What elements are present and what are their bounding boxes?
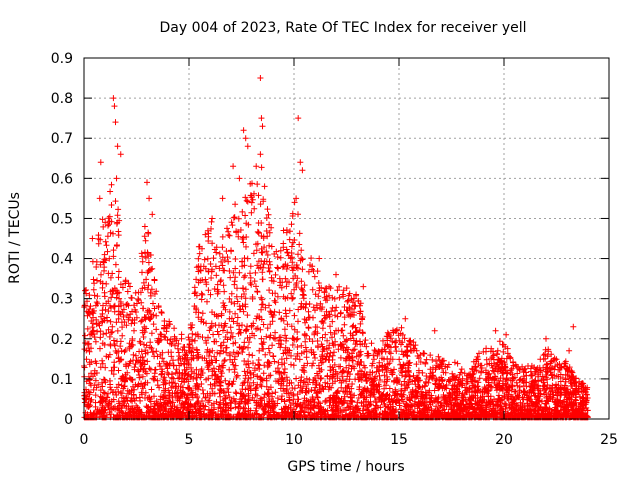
roti-points [81,164,591,421]
y-tick-label: 0.1 [51,372,73,388]
x-tick-label: 0 [80,432,89,448]
data-points [81,75,591,421]
roti-point [141,223,148,230]
roti-point [113,175,120,182]
y-tick-label: 0.8 [51,91,73,107]
y-tick-label: 0.2 [51,332,73,348]
x-tick-label: 5 [185,432,194,448]
roti-point [149,211,156,218]
chart-title: Day 004 of 2023, Rate Of TEC Index for r… [159,20,526,36]
roti-point [257,75,264,82]
roti-point [230,163,237,170]
roti-point [543,335,549,342]
roti-point [299,167,306,174]
roti-point [333,271,339,278]
roti-point [360,283,367,290]
axis-ticks [83,57,610,420]
roti-point [503,331,510,338]
y-tick-label: 0 [64,412,73,428]
roti-point [492,327,499,334]
roti-point [431,327,438,334]
roti-point [297,159,304,166]
roti-point [259,123,266,130]
roti-point [96,195,103,202]
plot-frame [83,57,610,420]
roti-point [219,195,226,202]
roti-point [82,287,89,294]
roti-point [89,235,96,242]
y-tick-label: 0.6 [51,171,73,187]
y-tick-label: 0.9 [51,51,73,67]
roti-point [293,195,300,202]
roti-point [209,215,216,222]
roti-point [114,143,121,150]
roti-point [236,175,243,182]
roti-point [253,163,260,170]
roti-point [146,195,153,202]
roti-point [402,315,409,322]
y-tick-label: 0.4 [51,252,73,268]
roti-point [316,255,323,262]
y-tick-label: 0.7 [51,131,73,147]
roti-point [244,143,251,150]
x-tick-label: 15 [390,432,408,448]
y-tick-label: 0.5 [51,211,73,227]
x-axis-label: GPS time / hours [287,459,404,475]
roti-point [280,227,287,234]
roti-point [112,119,119,126]
roti-point [111,103,118,110]
y-tick-label: 0.3 [51,292,73,308]
roti-point [258,115,265,122]
roti-point [566,347,573,354]
roti-point [242,135,249,142]
y-tick-labels: 0 0.1 0.2 0.3 0.4 0.5 0.6 0.7 0.8 0.9 [51,51,73,428]
roti-point [257,151,264,158]
x-tick-label: 20 [495,432,513,448]
roti-point [110,95,117,102]
roti-point [261,183,268,190]
x-tick-label: 10 [285,432,303,448]
roti-point [295,115,302,122]
roti-point [97,159,104,166]
y-axis-label: ROTI / TECUs [7,192,23,284]
roti-point [240,127,247,134]
x-tick-labels: 0 5 10 15 20 25 [80,432,618,448]
x-tick-label: 25 [600,432,618,448]
roti-point [144,179,150,186]
roti-point [570,323,577,330]
roti-point [117,151,124,158]
